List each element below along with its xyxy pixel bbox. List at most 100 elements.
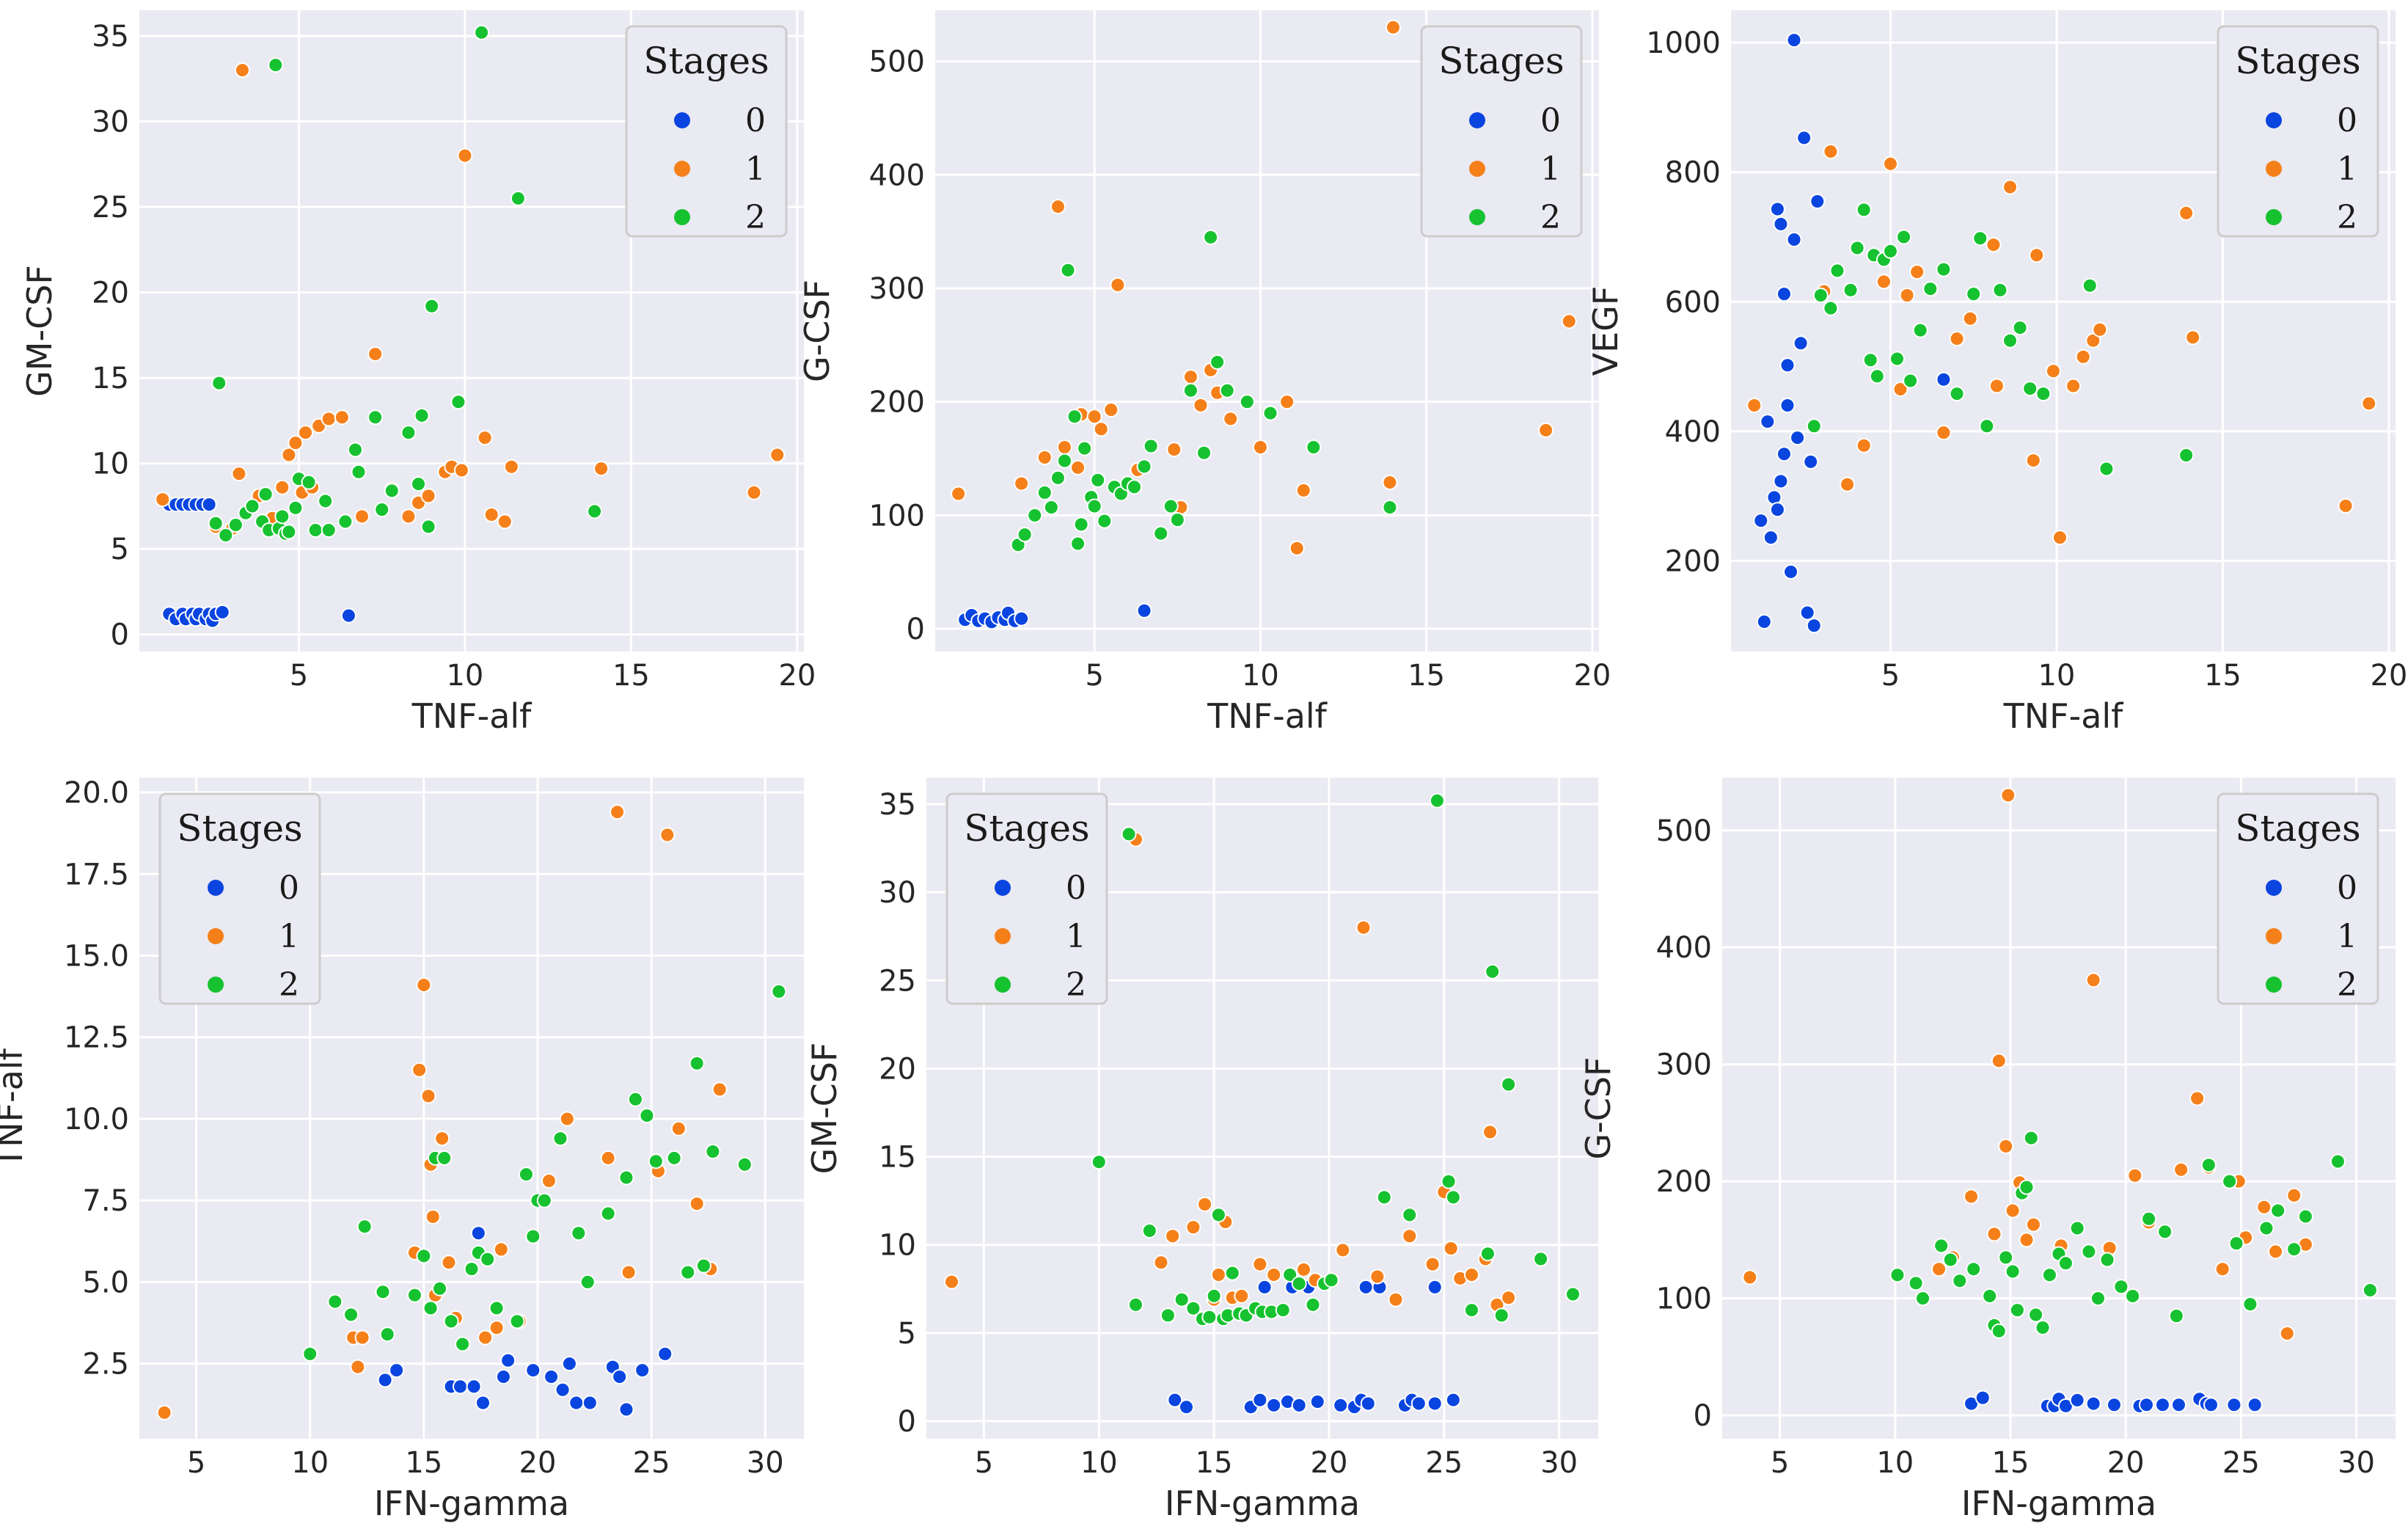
data-point-stage-2 (587, 503, 603, 519)
data-point-stage-2 (2081, 1244, 2097, 1260)
data-point-stage-2 (1060, 262, 1076, 278)
data-point-stage-2 (509, 1313, 525, 1329)
data-point-stage-2 (480, 1251, 496, 1267)
data-point-stage-1 (1988, 378, 2005, 394)
data-point-stage-2 (1185, 1300, 1201, 1316)
x-axis-label: IFN-gamma (374, 1484, 569, 1523)
data-point-stage-1 (1166, 442, 1182, 458)
data-point-stage-0 (1266, 1397, 1282, 1413)
data-point-stage-2 (257, 486, 274, 503)
x-tick-label: 5 (1881, 659, 1900, 693)
data-point-stage-2 (2270, 1203, 2286, 1219)
data-point-stage-2 (1982, 1288, 1998, 1304)
legend: Stages 0 1 2 (2217, 25, 2379, 238)
data-point-stage-1 (1991, 1053, 2007, 1069)
data-point-stage-2 (536, 1192, 552, 1208)
data-point-stage-2 (518, 1167, 534, 1183)
data-point-stage-2 (218, 528, 234, 544)
legend-marker-stage-0 (208, 880, 224, 896)
data-point-stage-0 (466, 1379, 482, 1395)
legend-marker-stage-1 (995, 928, 1011, 944)
data-point-stage-0 (2154, 1397, 2170, 1413)
y-tick-label: 100 (1656, 1282, 1712, 1316)
data-point-stage-1 (1986, 237, 2002, 253)
x-tick-label: 20 (778, 659, 816, 693)
data-point-stage-1 (321, 411, 337, 427)
y-tick-label: 10 (879, 1229, 916, 1263)
data-point-stage-0 (475, 1395, 491, 1411)
data-point-stage-0 (340, 607, 356, 624)
data-point-stage-0 (1776, 446, 1792, 462)
legend-marker-stage-2 (2266, 977, 2282, 993)
y-tick-label: 500 (1656, 814, 1712, 848)
data-point-stage-2 (1056, 453, 1072, 469)
data-point-stage-0 (1799, 605, 1815, 621)
data-point-stage-0 (500, 1352, 516, 1368)
legend-marker-stage-1 (674, 161, 690, 177)
data-point-stage-2 (1066, 409, 1083, 425)
legend-label-stage-0: 0 (745, 102, 766, 139)
data-point-stage-1 (1443, 1241, 1459, 1257)
data-point-stage-2 (1979, 418, 1995, 434)
data-point-stage-0 (555, 1382, 571, 1398)
data-point-stage-2 (347, 442, 363, 458)
data-point-stage-1 (2286, 1187, 2302, 1203)
data-point-stage-2 (1942, 1252, 1958, 1268)
data-point-stage-2 (2178, 448, 2195, 464)
data-point-stage-1 (1986, 1226, 2002, 1242)
data-point-stage-2 (2005, 1263, 2021, 1280)
data-point-stage-0 (2226, 1397, 2242, 1413)
y-tick-label: 0 (898, 1405, 916, 1439)
data-point-stage-2 (474, 24, 490, 40)
data-point-stage-1 (1289, 540, 1305, 556)
data-point-stage-1 (231, 466, 247, 482)
y-tick-label: 200 (869, 386, 925, 420)
x-tick-label: 20 (519, 1446, 557, 1480)
data-point-stage-1 (2185, 329, 2201, 346)
data-point-stage-1 (1153, 1255, 1169, 1271)
legend-label-stage-0: 0 (1066, 869, 1086, 907)
data-point-stage-1 (2279, 1325, 2295, 1341)
data-point-stage-1 (1193, 397, 1209, 413)
legend-title: Stages (2235, 807, 2360, 850)
data-point-stage-1 (1561, 313, 1577, 329)
data-point-stage-0 (2138, 1397, 2154, 1413)
data-point-stage-2 (2258, 1220, 2275, 1236)
data-point-stage-2 (2242, 1296, 2258, 1313)
x-tick-label: 15 (612, 659, 650, 693)
data-point-stage-2 (318, 493, 334, 509)
legend-box (158, 792, 321, 1005)
x-tick-label: 20 (2370, 659, 2407, 693)
data-point-stage-1 (1840, 476, 1856, 492)
data-point-stage-2 (736, 1156, 753, 1172)
data-point-stage-1 (1909, 264, 1925, 280)
data-point-stage-0 (1358, 1279, 1374, 1295)
x-tick-label: 30 (747, 1446, 784, 1480)
data-point-stage-0 (1014, 610, 1030, 627)
y-tick-label: 7.5 (82, 1184, 129, 1218)
data-point-stage-2 (2090, 1291, 2106, 1307)
data-point-stage-2 (268, 57, 284, 73)
data-point-stage-2 (374, 502, 390, 518)
data-point-stage-0 (1806, 618, 1822, 634)
data-point-stage-2 (1856, 202, 1872, 218)
x-axis-label: IFN-gamma (1165, 1484, 1360, 1523)
data-point-stage-0 (561, 1356, 577, 1372)
data-point-stage-0 (1796, 130, 1812, 146)
data-point-stage-0 (470, 1225, 486, 1241)
y-tick-label: 400 (1665, 415, 1721, 449)
data-point-stage-1 (1252, 439, 1268, 456)
y-tick-label: 10.0 (64, 1103, 129, 1136)
data-point-stage-2 (450, 394, 466, 410)
data-point-stage-1 (2075, 349, 2091, 365)
data-point-stage-1 (2268, 1244, 2284, 1260)
data-point-stage-0 (214, 604, 230, 620)
data-point-stage-2 (695, 1258, 711, 1274)
data-point-stage-2 (281, 524, 297, 540)
legend-label-stage-2: 2 (2337, 966, 2357, 1004)
data-point-stage-0 (1773, 216, 1789, 232)
legend-marker-stage-2 (1469, 209, 1485, 225)
legend-marker-stage-2 (674, 209, 690, 225)
data-point-stage-2 (2141, 1211, 2157, 1227)
data-point-stage-1 (1369, 1269, 1386, 1285)
